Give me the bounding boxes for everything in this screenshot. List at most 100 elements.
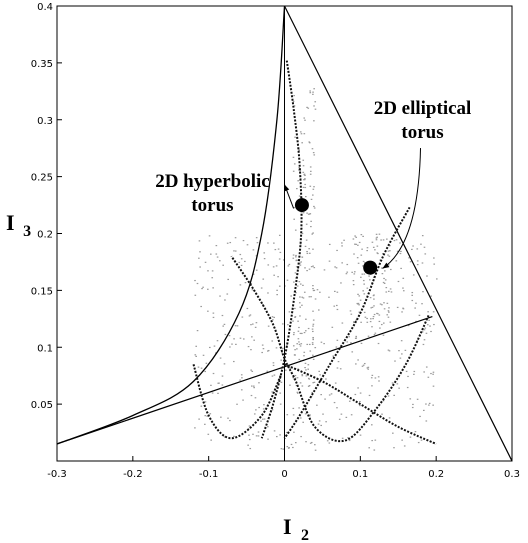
scatter-point <box>287 447 290 449</box>
scatter-point <box>286 344 288 346</box>
scatter-point <box>199 266 201 268</box>
scatter-point <box>308 384 311 387</box>
scatter-point <box>271 316 274 318</box>
scatter-point <box>368 394 371 397</box>
scatter-point <box>292 156 295 158</box>
scatter-point <box>411 291 414 294</box>
scatter-point <box>411 294 414 296</box>
scatter-point <box>302 159 305 161</box>
scatter-point <box>281 352 283 354</box>
scatter-point <box>432 373 434 375</box>
scatter-point <box>322 413 324 415</box>
scatter-point <box>301 142 303 144</box>
scatter-point <box>363 293 366 295</box>
scatter-point <box>354 235 356 237</box>
scatter-point <box>299 131 302 133</box>
scatter-point <box>368 447 371 449</box>
scatter-point <box>251 370 254 372</box>
scatter-point <box>420 243 422 245</box>
scatter-point <box>198 240 201 242</box>
scatter-point <box>297 368 300 370</box>
scatter-point <box>286 414 289 416</box>
scatter-point <box>292 345 295 347</box>
scatter-point <box>360 342 363 344</box>
scatter-point <box>386 302 389 304</box>
scatter-point <box>314 449 317 451</box>
scatter-point <box>411 299 414 302</box>
scatter-point <box>194 427 196 429</box>
scatter-point <box>312 188 315 190</box>
scatter-point <box>372 318 374 320</box>
scatter-point <box>421 262 424 264</box>
orbit-curve <box>230 255 430 443</box>
scatter-point <box>357 293 359 295</box>
scatter-point <box>298 281 301 283</box>
scatter-point <box>235 343 237 345</box>
scatter-point <box>208 235 211 237</box>
scatter-point <box>292 170 295 172</box>
scatter-point <box>248 438 251 441</box>
scatter-point <box>293 354 296 356</box>
scatter-point <box>260 287 263 289</box>
scatter-point <box>376 313 379 315</box>
scatter-point <box>294 307 296 310</box>
scatter-point <box>261 344 264 346</box>
scatter-point <box>299 296 301 298</box>
scatter-point <box>301 256 304 258</box>
orbit-curve <box>260 60 303 439</box>
scatter-point <box>290 443 293 446</box>
scatter-point <box>234 250 237 252</box>
scatter-point <box>211 270 214 272</box>
scatter-point <box>358 304 360 306</box>
scatter-point <box>212 287 214 289</box>
scatter-point <box>303 355 305 357</box>
scatter-point <box>301 232 304 235</box>
scatter-point <box>425 366 428 368</box>
scatter-point <box>331 326 334 328</box>
scatter-point <box>383 302 385 304</box>
scatter-point <box>307 213 310 215</box>
scatter-point <box>276 294 278 296</box>
scatter-point <box>340 282 342 284</box>
scatter-point <box>288 311 291 313</box>
scatter-point <box>389 250 391 252</box>
scatter-point <box>424 327 427 329</box>
scatter-point <box>400 250 402 253</box>
scatter-point <box>313 186 315 188</box>
scatter-point <box>361 273 364 275</box>
scatter-point <box>389 288 392 290</box>
scatter-point <box>239 284 242 286</box>
scatter-point <box>313 88 315 90</box>
scatter-point <box>391 382 394 384</box>
scatter-point <box>336 304 338 307</box>
scatter-point <box>313 267 316 269</box>
scatter-point <box>299 170 302 172</box>
scatter-point <box>370 377 373 379</box>
scatter-point <box>304 186 307 189</box>
scatter-point <box>212 372 215 375</box>
scatter-point <box>368 275 370 277</box>
scatter-point <box>371 385 373 387</box>
scatter-point <box>266 350 269 352</box>
scatter-point <box>247 444 249 446</box>
scatter-point <box>298 341 300 343</box>
scatter-point <box>288 366 291 368</box>
scatter-point <box>292 100 295 103</box>
scatter-point <box>433 323 435 326</box>
scatter-point <box>242 338 245 340</box>
scatter-point <box>355 335 358 338</box>
scatter-point <box>355 363 357 365</box>
scatter-point <box>263 258 266 260</box>
scatter-point <box>421 235 424 237</box>
scatter-point <box>241 377 243 379</box>
scatter-point <box>372 315 375 318</box>
scatter-point <box>299 283 302 285</box>
scatter-point <box>411 248 413 251</box>
scatter-point <box>382 400 385 402</box>
scatter-point <box>305 195 307 198</box>
scatter-point <box>280 359 283 361</box>
scatter-point <box>239 253 242 256</box>
scatter-point <box>300 261 302 263</box>
scatter-point <box>207 310 209 312</box>
annotation-hyperbolic-torus: 2D hyperbolic torus <box>155 171 295 216</box>
